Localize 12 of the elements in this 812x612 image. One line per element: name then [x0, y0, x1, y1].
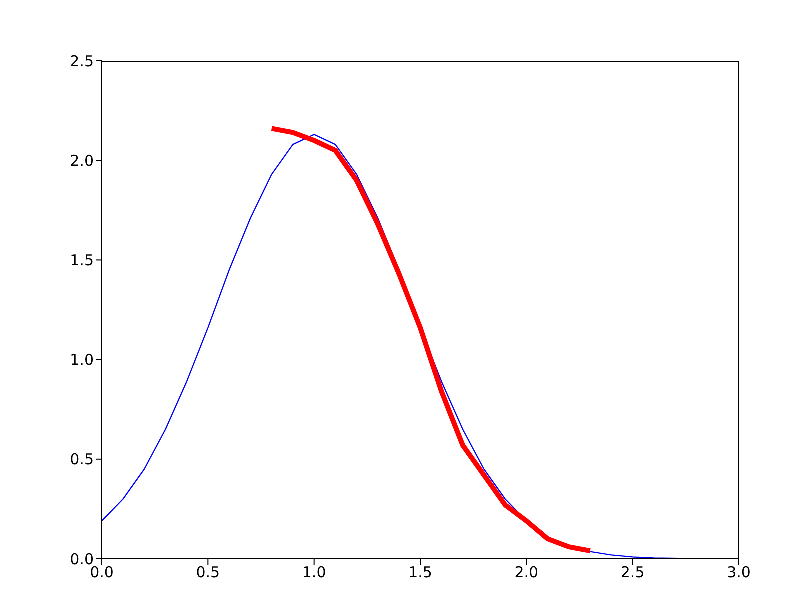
y-tick-label: 1.5	[70, 252, 94, 270]
x-tick-label: 1.5	[408, 564, 432, 582]
x-tick-label: 1.0	[302, 564, 326, 582]
y-tick-label: 1.0	[70, 351, 94, 370]
y-tick-label: 2.0	[70, 152, 94, 170]
y-tick-label: 0.5	[70, 450, 94, 469]
x-tick-label: 3.0	[727, 564, 751, 582]
x-tick-label: 0.5	[196, 564, 220, 582]
x-tick-label: 0.0	[90, 564, 114, 582]
y-tick-label: 2.5	[70, 52, 94, 70]
x-tick-label: 2.5	[620, 564, 645, 582]
x-tick-label: 2.0	[514, 564, 539, 582]
